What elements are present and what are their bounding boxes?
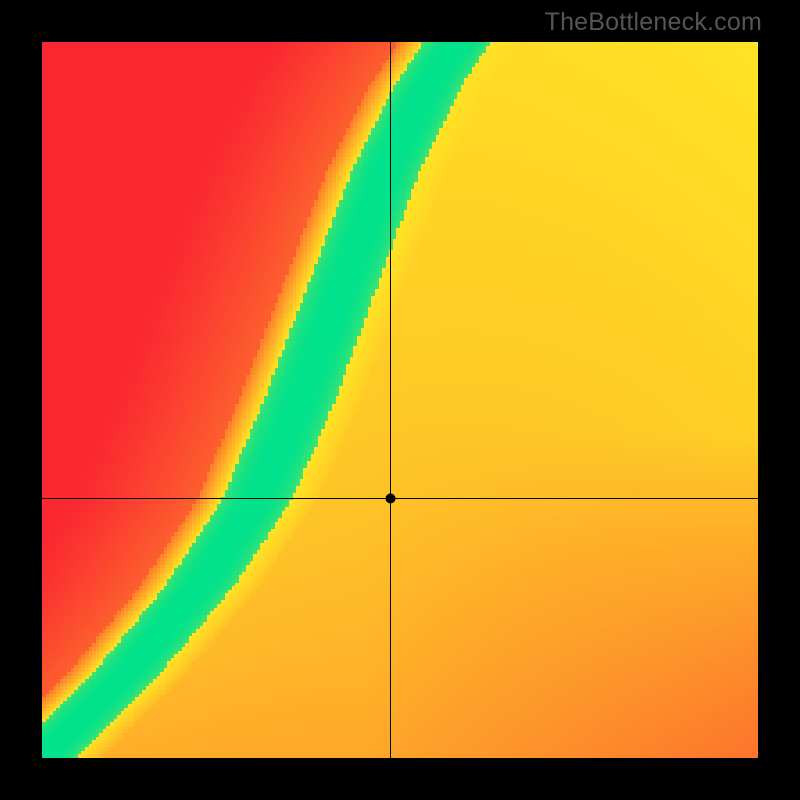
- bottleneck-heatmap: [42, 42, 758, 758]
- watermark-text: TheBottleneck.com: [545, 8, 762, 37]
- chart-container: TheBottleneck.com: [0, 0, 800, 800]
